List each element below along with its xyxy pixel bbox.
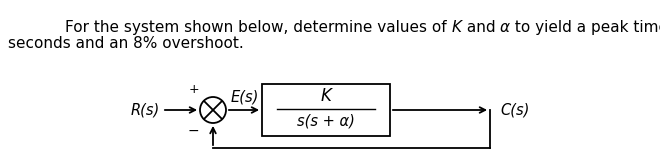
- Text: R(s): R(s): [131, 102, 160, 117]
- Text: −: −: [187, 124, 199, 138]
- Text: E(s): E(s): [231, 90, 259, 105]
- Text: K: K: [451, 20, 461, 35]
- Text: For the system shown below, determine values of: For the system shown below, determine va…: [65, 20, 451, 35]
- Text: s(s + α): s(s + α): [297, 114, 355, 129]
- Text: K: K: [321, 87, 331, 105]
- Text: seconds and an 8% overshoot.: seconds and an 8% overshoot.: [8, 36, 244, 51]
- Text: C(s): C(s): [500, 102, 529, 117]
- Bar: [262, 84, 390, 136]
- Text: and: and: [461, 20, 500, 35]
- Text: α: α: [500, 20, 510, 35]
- Text: to yield a peak time of 0.3: to yield a peak time of 0.3: [510, 20, 660, 35]
- Text: +: +: [188, 83, 199, 96]
